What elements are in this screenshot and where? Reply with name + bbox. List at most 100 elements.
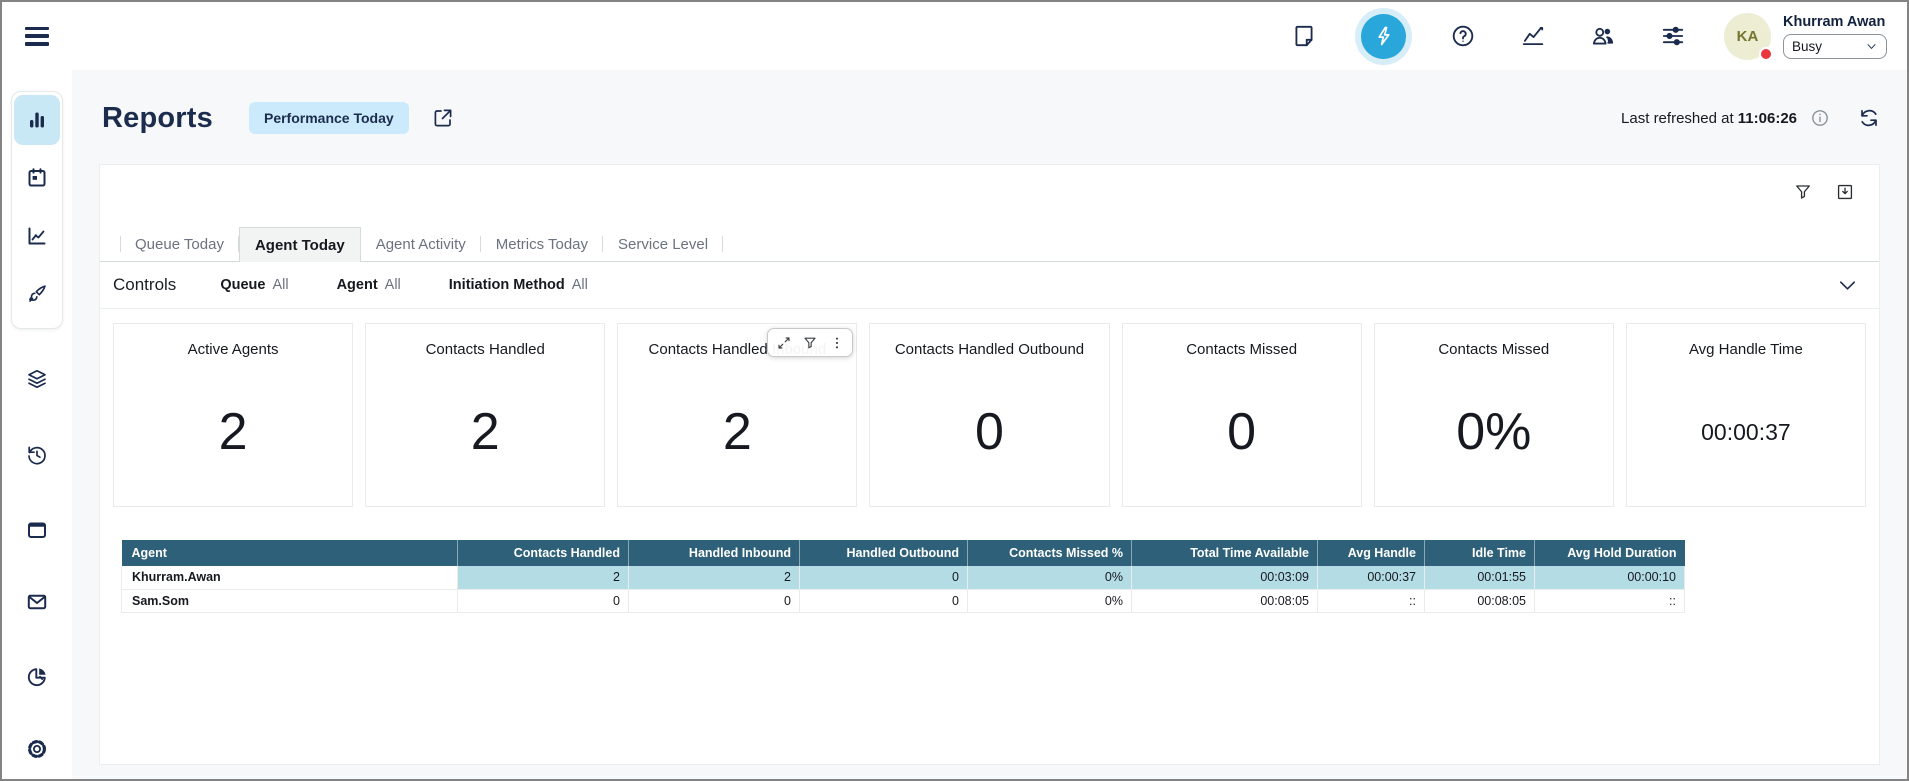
download-icon[interactable] (1835, 182, 1855, 202)
card-title: Avg Handle Time (1688, 341, 1803, 358)
filter-agent-value: All (384, 277, 401, 293)
metrics-icon[interactable] (1520, 23, 1546, 49)
card-value: 0 (1227, 403, 1257, 461)
sidebar-item-history[interactable] (25, 443, 49, 467)
sidebar-item-customize[interactable] (14, 269, 60, 319)
filter-initiation-label: Initiation Method (448, 277, 565, 293)
cell-value: 00:08:05 (1424, 589, 1535, 613)
sliders-icon[interactable] (1660, 23, 1686, 49)
tab-metrics-today[interactable]: Metrics Today (481, 227, 604, 261)
sidebar-item-analytics[interactable] (14, 211, 60, 261)
filter-icon[interactable] (1793, 182, 1813, 202)
cell-value: 2 (628, 566, 800, 590)
content-area: Reports Performance Today Last refreshed… (72, 70, 1907, 779)
sidebar-item-schedule[interactable] (14, 153, 60, 203)
card-value: 2 (470, 403, 500, 461)
filter-initiation-value: All (571, 277, 588, 293)
cell-value: 0 (799, 566, 968, 590)
metric-cards-row: Active Agents 2 Contacts Handled 2 Conta… (113, 323, 1866, 507)
col-handled-outbound: Handled Outbound (799, 540, 968, 566)
report-badge: Performance Today (248, 102, 409, 134)
controls-row: Controls Queue All Agent All Initiation … (100, 262, 1879, 309)
cell-value: 00:03:09 (1131, 566, 1318, 590)
cell-value: 0% (967, 566, 1132, 590)
page-header: Reports Performance Today Last refreshed… (102, 94, 1881, 142)
card-avg-handle-time: Avg Handle Time 00:00:37 (1625, 323, 1866, 507)
col-agent: Agent (121, 540, 458, 566)
card-value: 0 (975, 403, 1004, 461)
card-title: Active Agents (187, 341, 279, 358)
sidebar-item-browser[interactable] (25, 518, 49, 542)
page-title: Reports (102, 101, 213, 134)
card-title: Contacts Handled Outbound (894, 341, 1085, 358)
filter-agent-label: Agent (336, 277, 378, 293)
kebab-menu-icon[interactable] (826, 332, 848, 354)
info-icon[interactable] (1810, 108, 1830, 128)
card-value: 0% (1456, 403, 1532, 461)
col-avg-hold-duration: Avg Hold Duration (1534, 540, 1685, 566)
cell-value: 0% (967, 589, 1132, 613)
sidebar-item-layers[interactable] (25, 367, 49, 391)
sidebar-item-pie[interactable] (25, 665, 49, 689)
controls-title: Controls (113, 275, 177, 294)
card-value: 2 (218, 403, 248, 461)
refresh-icon[interactable] (1857, 106, 1881, 130)
filter-agent[interactable]: Agent All (337, 277, 401, 293)
tab-agent-today[interactable]: Agent Today (238, 227, 361, 262)
card-contacts-missed: Contacts Missed 0 (1121, 323, 1362, 507)
cell-value: 0 (799, 589, 968, 613)
refresh-area: Last refreshed at 11:06:26 (1621, 106, 1881, 130)
col-idle-time: Idle Time (1424, 540, 1535, 566)
status-select-value: Busy (1792, 38, 1823, 54)
col-total-time-available: Total Time Available (1131, 540, 1318, 566)
lightning-icon[interactable] (1361, 13, 1406, 59)
card-value: 2 (722, 403, 752, 461)
cell-value: 00:01:55 (1424, 566, 1535, 590)
sidebar (2, 70, 72, 779)
card-hover-toolbar (767, 328, 854, 357)
history-icon (28, 446, 46, 465)
layers-icon (28, 369, 46, 389)
cell-agent-name: Khurram.Awan (121, 566, 458, 590)
topbar: KA Khurram Awan Busy (2, 2, 1907, 70)
customize-icon (29, 285, 46, 302)
card-contacts-handled-outbound: Contacts Handled Outbound 0 (869, 323, 1110, 507)
filter-queue-value: All (272, 277, 289, 293)
cell-value: 00:00:37 (1317, 566, 1425, 590)
table-row: Khurram.Awan 2 2 0 0% 00:03:09 00:00:37 … (121, 566, 1685, 590)
card-filter-icon[interactable] (799, 332, 821, 354)
card-value: 00:00:37 (1701, 418, 1791, 445)
mail-icon (27, 594, 47, 610)
gear-icon (27, 739, 47, 759)
filter-queue[interactable]: Queue All (220, 277, 288, 293)
tab-queue-today[interactable]: Queue Today (120, 227, 239, 261)
help-icon[interactable] (1450, 23, 1476, 49)
line-chart-icon (28, 227, 46, 245)
filter-initiation-method[interactable]: Initiation Method All (449, 277, 588, 293)
busy-status-dot (1759, 46, 1773, 61)
filter-queue-label: Queue (220, 277, 266, 293)
card-contacts-handled: Contacts Handled 2 (365, 323, 606, 507)
user-cluster: KA Khurram Awan Busy (1724, 12, 1887, 61)
sidebar-nav-card (11, 91, 63, 329)
last-refreshed-text: Last refreshed at 11:06:26 (1621, 109, 1797, 127)
cell-value: :: (1317, 589, 1425, 613)
status-select[interactable]: Busy (1783, 33, 1887, 59)
people-icon[interactable] (1590, 23, 1616, 49)
sidebar-item-mail[interactable] (25, 590, 49, 614)
card-contacts-missed-pct: Contacts Missed 0% (1373, 323, 1614, 507)
tab-agent-activity[interactable]: Agent Activity (361, 227, 481, 261)
pie-chart-icon (27, 668, 46, 687)
hamburger-menu-icon[interactable] (25, 26, 49, 46)
card-active-agents: Active Agents 2 (113, 323, 354, 507)
expand-icon[interactable] (773, 332, 795, 354)
sidebar-item-settings[interactable] (25, 737, 49, 761)
tab-service-level[interactable]: Service Level (603, 227, 724, 261)
sidebar-item-reports[interactable] (14, 95, 60, 145)
external-link-icon[interactable] (431, 106, 455, 130)
controls-collapse-chevron-icon[interactable] (1836, 274, 1859, 297)
note-icon[interactable] (1291, 23, 1317, 49)
card-contacts-handled-inbound: Contacts Handled Inbound 2 (617, 323, 858, 507)
avatar[interactable]: KA (1724, 12, 1773, 61)
